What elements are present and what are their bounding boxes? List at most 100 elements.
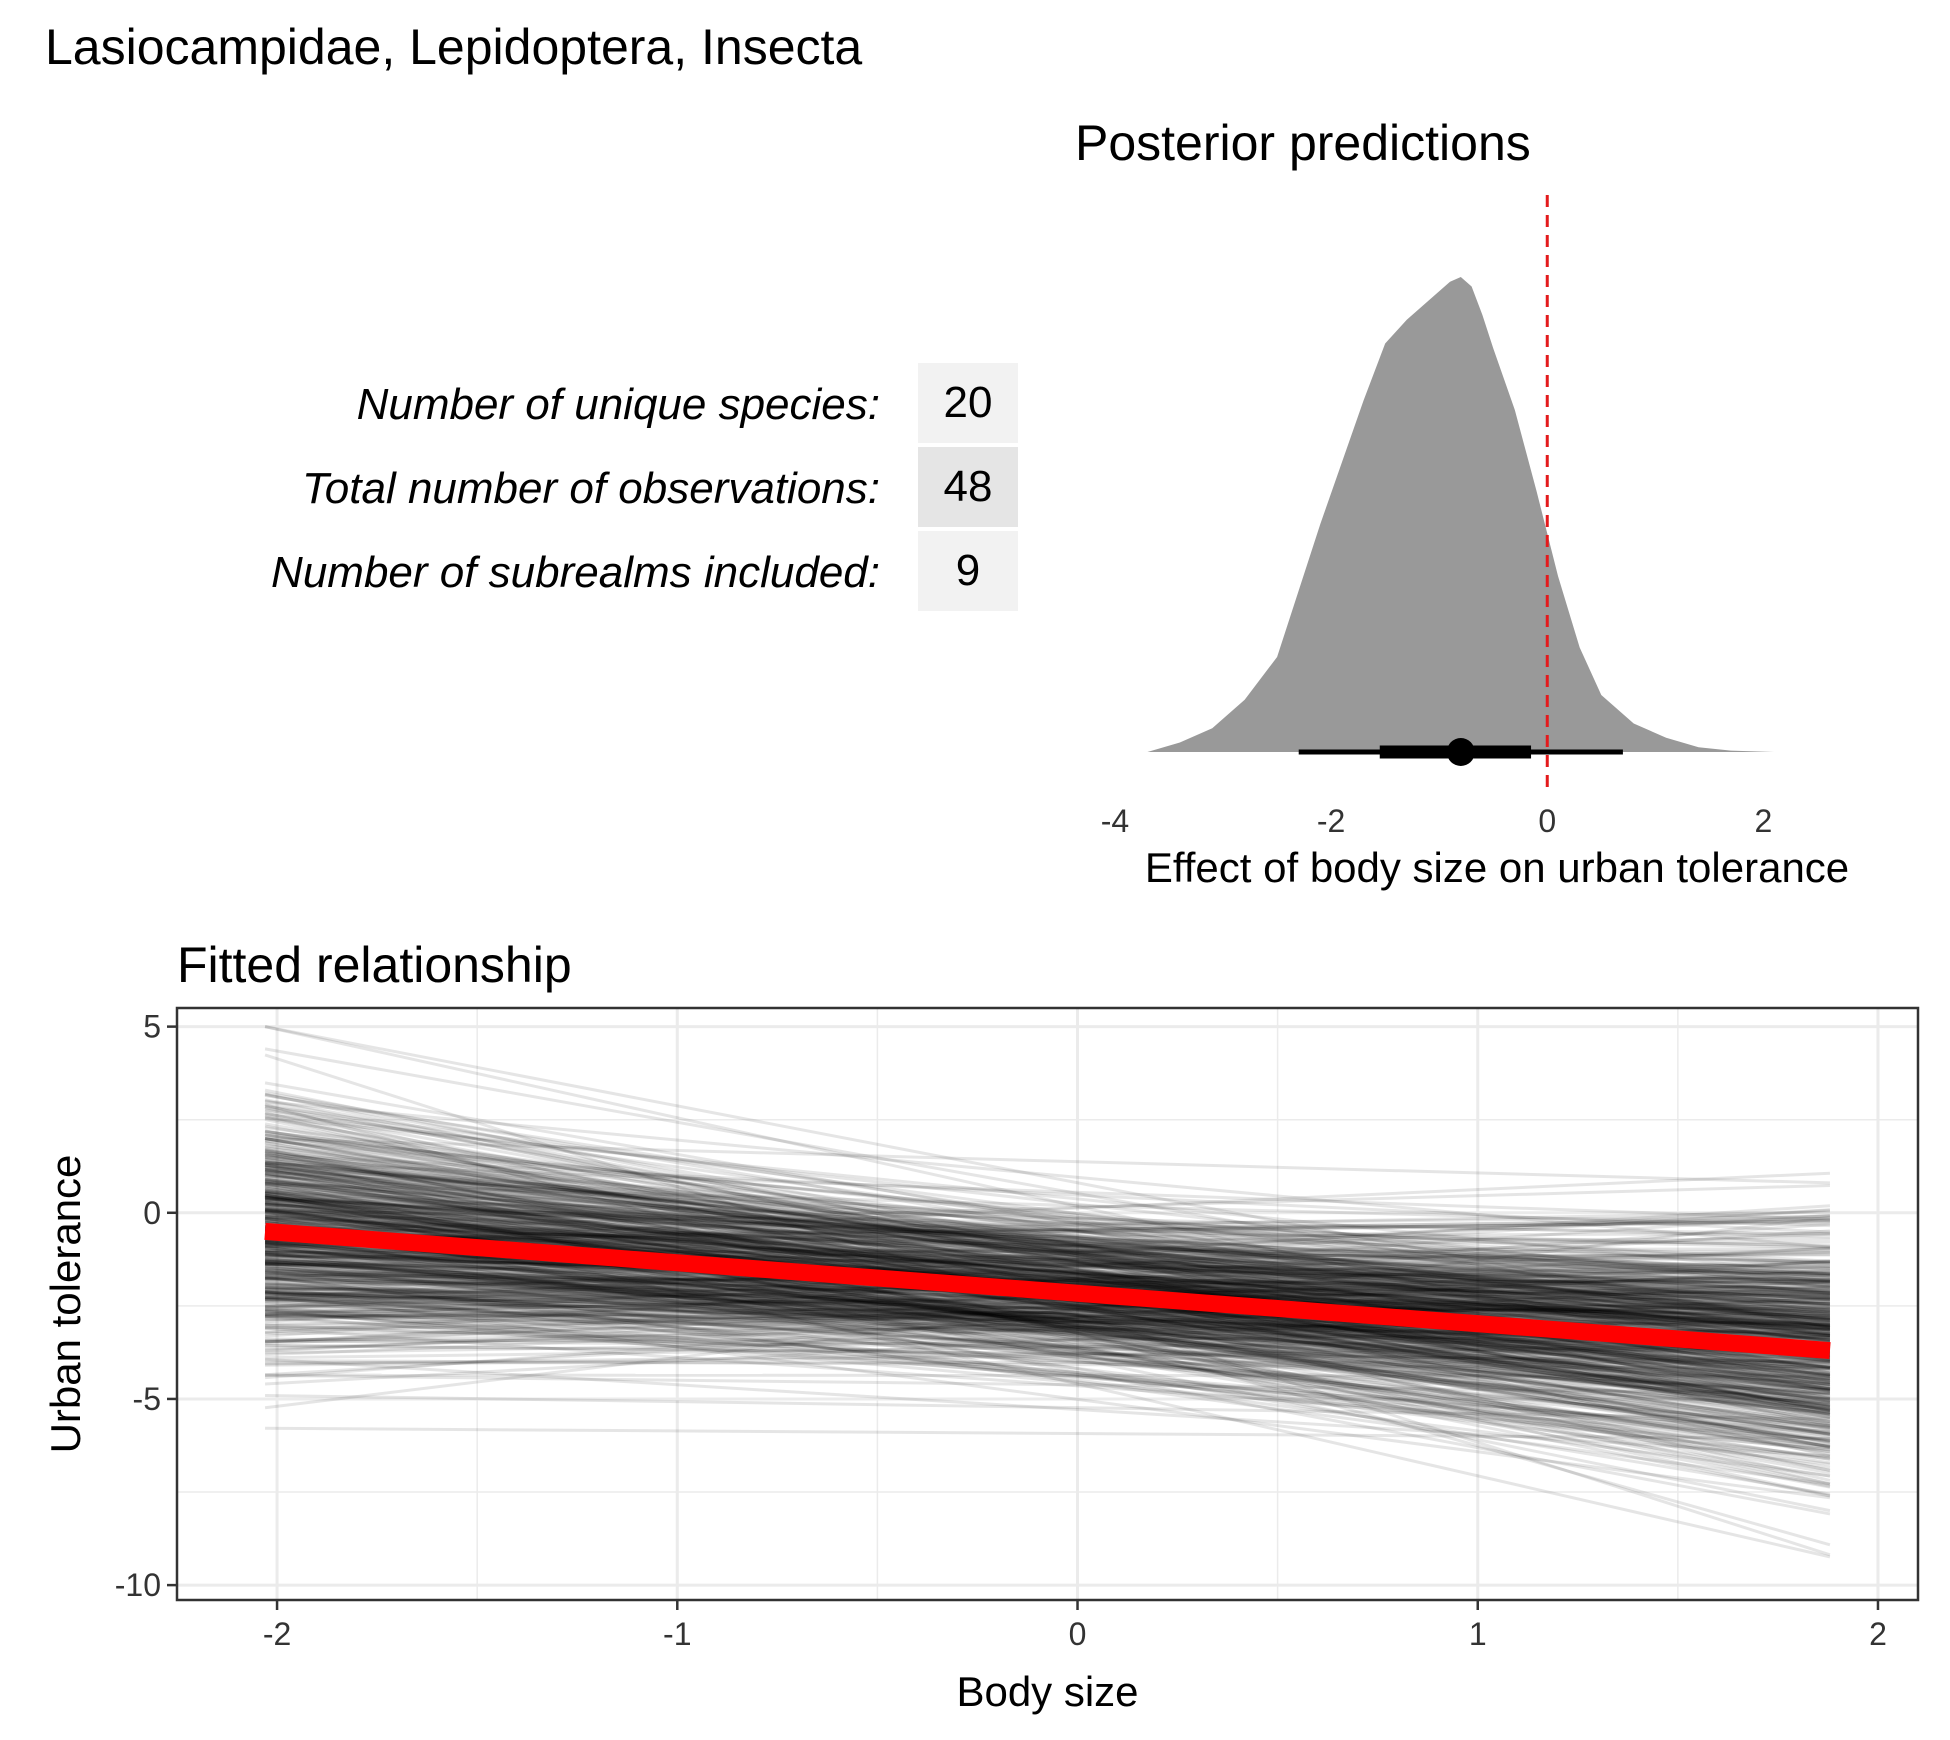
posterior-draw-line — [264, 1181, 1831, 1328]
posterior-draw-line — [264, 1228, 1831, 1292]
posterior-draw-line — [264, 1181, 1831, 1296]
posterior-draw-line — [264, 1208, 1831, 1331]
posterior-draw-line — [264, 1231, 1831, 1411]
posterior-draw-line — [264, 1126, 1831, 1323]
posterior-draw-line — [264, 1263, 1831, 1385]
posterior-draw-line — [264, 1215, 1831, 1410]
posterior-draw-line — [264, 1211, 1831, 1331]
posterior-draw-line — [264, 1279, 1831, 1377]
posterior-draw-line — [265, 1262, 1830, 1298]
posterior-draw-line — [265, 1359, 1830, 1370]
posterior-draw-line — [264, 1270, 1831, 1369]
posterior-draw-line — [264, 1171, 1831, 1385]
posterior-draw-line — [264, 1206, 1831, 1335]
posterior-draw-line — [264, 1193, 1831, 1456]
posterior-draw-line — [264, 1111, 1831, 1404]
posterior-draw-line — [265, 1208, 1830, 1250]
posterior-draw-line — [264, 1283, 1831, 1371]
posterior-draw-line — [264, 1298, 1831, 1366]
posterior-draw-line — [264, 1130, 1831, 1326]
posterior-draw-line — [264, 1132, 1831, 1336]
posterior-draw-line — [264, 1177, 1831, 1343]
posterior-draw-line — [264, 1166, 1831, 1383]
posterior-draw-line — [265, 1278, 1830, 1331]
posterior-draw-line — [264, 1289, 1831, 1371]
posterior-draw-line — [264, 1197, 1831, 1276]
posterior-draw-line — [264, 1100, 1831, 1249]
posterior-draw-line — [265, 1217, 1830, 1242]
posterior-draw-line — [264, 1164, 1831, 1378]
posterior-draw-line — [264, 1198, 1831, 1284]
posterior-draw-line — [265, 1252, 1830, 1267]
posterior-draw-line — [264, 1256, 1831, 1363]
posterior-draw-line — [265, 1232, 1830, 1241]
posterior-draw-line — [264, 1241, 1831, 1401]
posterior-draw-line — [264, 1173, 1831, 1330]
posterior-draw-line — [264, 1104, 1831, 1315]
posterior-draw-line — [264, 1158, 1831, 1347]
posterior-draw-line — [265, 1313, 1830, 1320]
posterior-draw-line — [264, 1167, 1831, 1316]
posterior-draw-line — [264, 1308, 1831, 1451]
posterior-draw-line — [264, 1252, 1831, 1407]
posterior-draw-line — [264, 1130, 1831, 1325]
posterior-draw-line — [264, 1259, 1831, 1400]
posterior-draw-line — [264, 1252, 1831, 1450]
posterior-draw-line — [264, 1256, 1831, 1397]
posterior-draw-line — [264, 1238, 1831, 1404]
fit-x-tick-label: -1 — [663, 1616, 691, 1652]
posterior-draw-line — [264, 1326, 1831, 1441]
posterior-draw-line — [264, 1195, 1831, 1300]
posterior-draw-line — [265, 1306, 1830, 1319]
fit-panel-background — [177, 1008, 1918, 1600]
posterior-draw-line — [264, 1290, 1831, 1450]
posterior-draw-line — [265, 1306, 1830, 1319]
posterior-draw-line — [265, 1345, 1830, 1367]
posterior-draw-line — [264, 1226, 1831, 1298]
posterior-draw-line — [265, 1270, 1830, 1285]
fit-x-tick-label: -2 — [263, 1616, 291, 1652]
posterior-draw-line — [264, 1200, 1831, 1407]
posterior-draw-line — [264, 1214, 1831, 1328]
posterior-draw-line — [264, 1191, 1831, 1342]
posterior-draw-line — [264, 1168, 1831, 1395]
posterior-draw-line — [264, 1283, 1831, 1357]
posterior-draw-line — [264, 1201, 1831, 1272]
posterior-draw-line — [264, 1173, 1831, 1431]
posterior-draw-line — [264, 1188, 1831, 1293]
posterior-draw-line — [264, 1323, 1831, 1392]
posterior-draw-line — [264, 1221, 1831, 1285]
posterior-draw-line — [264, 1229, 1831, 1287]
posterior-draw-line — [264, 1275, 1831, 1466]
posterior-draw-line — [264, 1160, 1831, 1348]
stat-label-observations: Total number of observations: — [301, 464, 880, 513]
posterior-draw-line — [264, 1166, 1831, 1266]
posterior-draw-line — [264, 1166, 1831, 1321]
posterior-draw-line — [264, 1261, 1831, 1376]
posterior-draw-line — [265, 1214, 1830, 1248]
posterior-draw-line — [264, 1222, 1831, 1478]
posterior-draw-line — [264, 1300, 1831, 1401]
posterior-draw-line — [264, 1162, 1831, 1312]
posterior-draw-line — [264, 1231, 1831, 1496]
posterior-draw-line — [264, 1220, 1831, 1469]
posterior-draw-line — [265, 1260, 1830, 1288]
posterior-draw-line — [264, 1193, 1831, 1449]
posterior-draw-line — [264, 1308, 1831, 1437]
posterior-draw-line — [264, 1025, 1831, 1375]
posterior-draw-line — [265, 1287, 1830, 1320]
posterior-draw-line — [264, 1295, 1831, 1395]
posterior-draw-line — [264, 1246, 1831, 1409]
fit-x-tick-label: 1 — [1469, 1616, 1487, 1652]
posterior-draw-line — [264, 1240, 1831, 1416]
posterior-draw-line — [265, 1373, 1830, 1378]
posterior-draw-line — [264, 1203, 1831, 1428]
posterior-draw-line — [264, 1157, 1831, 1342]
posterior-draw-line — [264, 1289, 1831, 1357]
posterior-draw-line — [264, 1198, 1831, 1319]
posterior-draw-line — [264, 1275, 1831, 1478]
posterior-draw-line — [264, 1148, 1831, 1411]
fit-y-tick-label: 0 — [143, 1195, 161, 1231]
posterior-draw-line — [265, 1262, 1830, 1297]
posterior-draw-line — [264, 1105, 1831, 1458]
